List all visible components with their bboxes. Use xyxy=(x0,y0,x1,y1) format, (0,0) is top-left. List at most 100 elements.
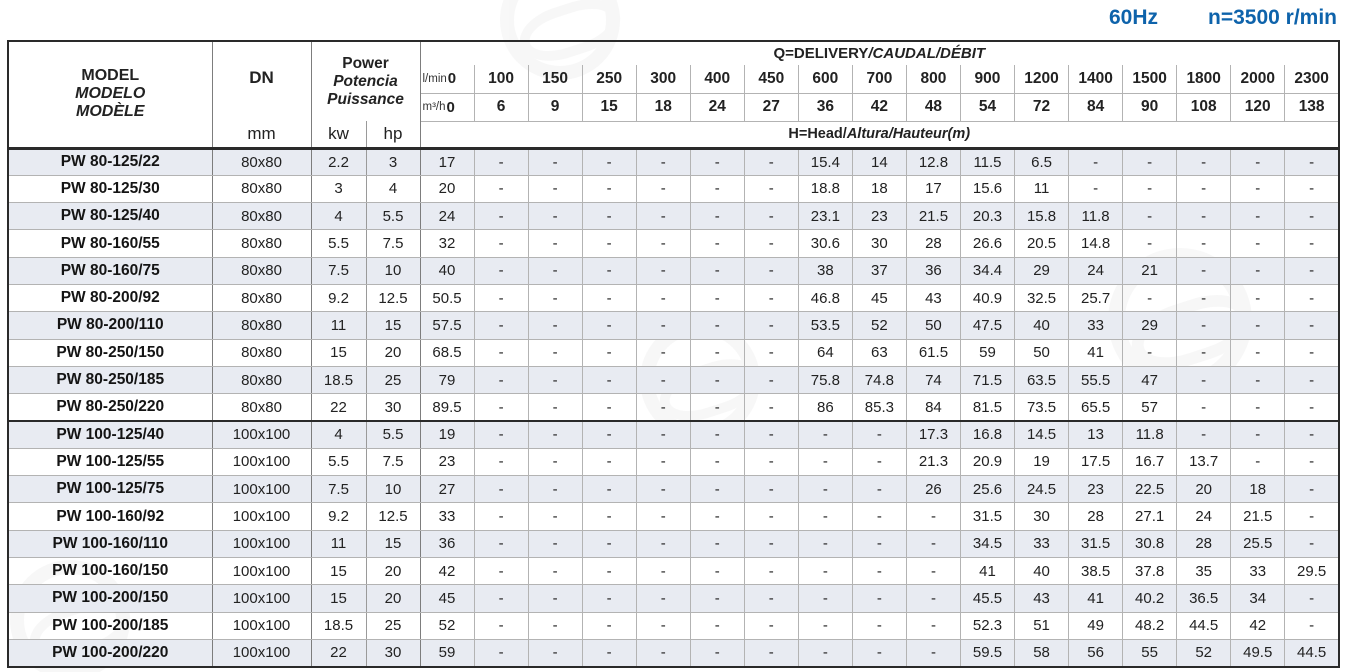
head-value-cell: - xyxy=(528,366,583,395)
dn-cell: 100x100 xyxy=(212,530,312,558)
flow-value: 90 xyxy=(1122,93,1177,122)
frequency-label: 60Hz xyxy=(1108,6,1159,29)
dn-cell: 100x100 xyxy=(212,502,312,531)
head-value-cell: - xyxy=(798,557,853,586)
flow-value: 9 xyxy=(527,93,583,122)
table-row: PW 100-200/220 100x100 22 30 59- - - - - - - - -59.5… xyxy=(8,639,1339,667)
head-value-cell: - xyxy=(528,339,583,367)
head-value-cell: 45.5 xyxy=(960,584,1016,613)
head-value-cell: - xyxy=(1284,339,1339,367)
head-value-cell: 25.7 xyxy=(1068,284,1124,313)
flow-unit-cell: m³/h 0 xyxy=(420,93,475,122)
table-row: PW 80-200/92 80x80 9.2 12.5 50.5- - - - - -46.8 45… xyxy=(8,284,1339,313)
head-value-cell: - xyxy=(474,502,529,531)
head-value-cell: 25.5 xyxy=(1230,530,1286,558)
speed-label: n=3500 r/min xyxy=(1208,6,1337,29)
head-value-cell: - xyxy=(474,229,529,258)
head-value-cell: 81.5 xyxy=(960,393,1016,422)
head-value-cell: - xyxy=(1176,393,1232,422)
flow-value: 100 xyxy=(473,65,529,94)
dn-cell: 100x100 xyxy=(212,584,312,613)
head-value-cell: 24 xyxy=(420,202,475,231)
flow-value: 15 xyxy=(581,93,637,122)
flow-value: 600 xyxy=(797,65,853,94)
head-value-cell: - xyxy=(852,557,907,586)
head-value-cell: - xyxy=(528,475,583,504)
flow-value: 138 xyxy=(1284,93,1339,122)
head-value-cell: 47 xyxy=(1122,366,1178,395)
head-value-cell: - xyxy=(474,284,529,313)
model-cell: PW 100-125/75 xyxy=(8,475,213,504)
head-value-cell: - xyxy=(528,229,583,258)
head-value-cell: - xyxy=(636,257,691,285)
head-value-cell: 40 xyxy=(420,257,475,285)
hp-unit-header: hp xyxy=(366,121,421,148)
head-value-cell: 19 xyxy=(1014,448,1070,477)
kw-cell: 5.5 xyxy=(311,229,367,258)
head-value-cell: - xyxy=(528,557,583,586)
head-value-cell: - xyxy=(744,311,799,340)
head-value-cell: - xyxy=(582,366,637,395)
head-value-cell: - xyxy=(474,148,529,176)
power-header-fr: Puissance xyxy=(327,90,404,108)
table-row: PW 100-160/110 100x100 11 15 36- - - - - - - - -34.5… xyxy=(8,530,1339,558)
head-value-cell: - xyxy=(744,175,799,204)
head-value-cell: - xyxy=(474,557,529,586)
model-cell: PW 80-200/92 xyxy=(8,284,213,313)
head-value-cell: 65.5 xyxy=(1068,393,1124,422)
head-value-cell: - xyxy=(744,420,799,449)
head-value-cell: 28 xyxy=(906,229,961,258)
head-value-cell: 41 xyxy=(1068,584,1124,613)
hp-cell: 25 xyxy=(366,612,421,640)
head-value-cell: - xyxy=(1176,420,1232,449)
head-value-cell: - xyxy=(744,612,799,640)
head-value-cell: - xyxy=(582,448,637,477)
flow-value: 42 xyxy=(851,93,907,122)
flow-unit-label: l/min xyxy=(422,72,447,85)
head-value-cell: - xyxy=(1284,202,1339,231)
head-value-cell: 51 xyxy=(1014,612,1070,640)
head-value-cell: - xyxy=(1068,148,1124,176)
head-value-cell: 28 xyxy=(1176,530,1232,558)
table-row: PW 80-250/185 80x80 18.5 25 79- - - - - -75.8 74.8… xyxy=(8,366,1339,395)
head-value-cell: - xyxy=(474,448,529,477)
head-value-cell: - xyxy=(690,584,745,613)
head-value-cell: - xyxy=(744,284,799,313)
head-value-cell: 30 xyxy=(852,229,907,258)
head-value-cell: - xyxy=(636,366,691,395)
head-value-cell: - xyxy=(582,420,637,449)
head-value-cell: 43 xyxy=(1014,584,1070,613)
head-value-cell: - xyxy=(582,339,637,367)
head-value-cell: 26 xyxy=(906,475,961,504)
head-value-cell: - xyxy=(798,448,853,477)
head-value-cell: 79 xyxy=(420,366,475,395)
model-cell: PW 80-125/30 xyxy=(8,175,213,204)
head-value-cell: - xyxy=(1284,420,1339,449)
flow-value: 800 xyxy=(905,65,961,94)
head-value-cell: 18.8 xyxy=(798,175,853,204)
head-value-cell: - xyxy=(1122,284,1178,313)
model-cell: PW 80-160/75 xyxy=(8,257,213,285)
head-value-cell: 48.2 xyxy=(1122,612,1178,640)
head-value-cell: - xyxy=(582,612,637,640)
table-row: PW 80-160/75 80x80 7.5 10 40- - - - - -38 37 36 34.4… xyxy=(8,257,1339,285)
head-value-cell: 17.5 xyxy=(1068,448,1124,477)
table-row: PW 80-200/110 80x80 11 15 57.5- - - - - -53.5 52 50… xyxy=(8,311,1339,340)
head-value-cell: 30.6 xyxy=(798,229,853,258)
flow-unit-cell: l/min 0 xyxy=(420,65,475,94)
head-value-cell: - xyxy=(582,175,637,204)
head-value-cell: 63 xyxy=(852,339,907,367)
delivery-title-en: Q=DELIVERY xyxy=(773,45,869,62)
dn-cell: 100x100 xyxy=(212,612,312,640)
dn-cell: 80x80 xyxy=(212,311,312,340)
head-value-cell: 49.5 xyxy=(1230,639,1286,667)
table-header: MODEL MODELO MODÈLE DN mm Power Potencia… xyxy=(8,41,1339,148)
model-cell: PW 100-160/150 xyxy=(8,557,213,586)
head-value-cell: - xyxy=(1176,366,1232,395)
head-value-cell: 29 xyxy=(1014,257,1070,285)
head-value-cell: - xyxy=(582,639,637,667)
kw-cell: 4 xyxy=(311,202,367,231)
head-value-cell: 38 xyxy=(798,257,853,285)
dn-cell: 100x100 xyxy=(212,420,312,449)
flow-value: 84 xyxy=(1068,93,1123,122)
